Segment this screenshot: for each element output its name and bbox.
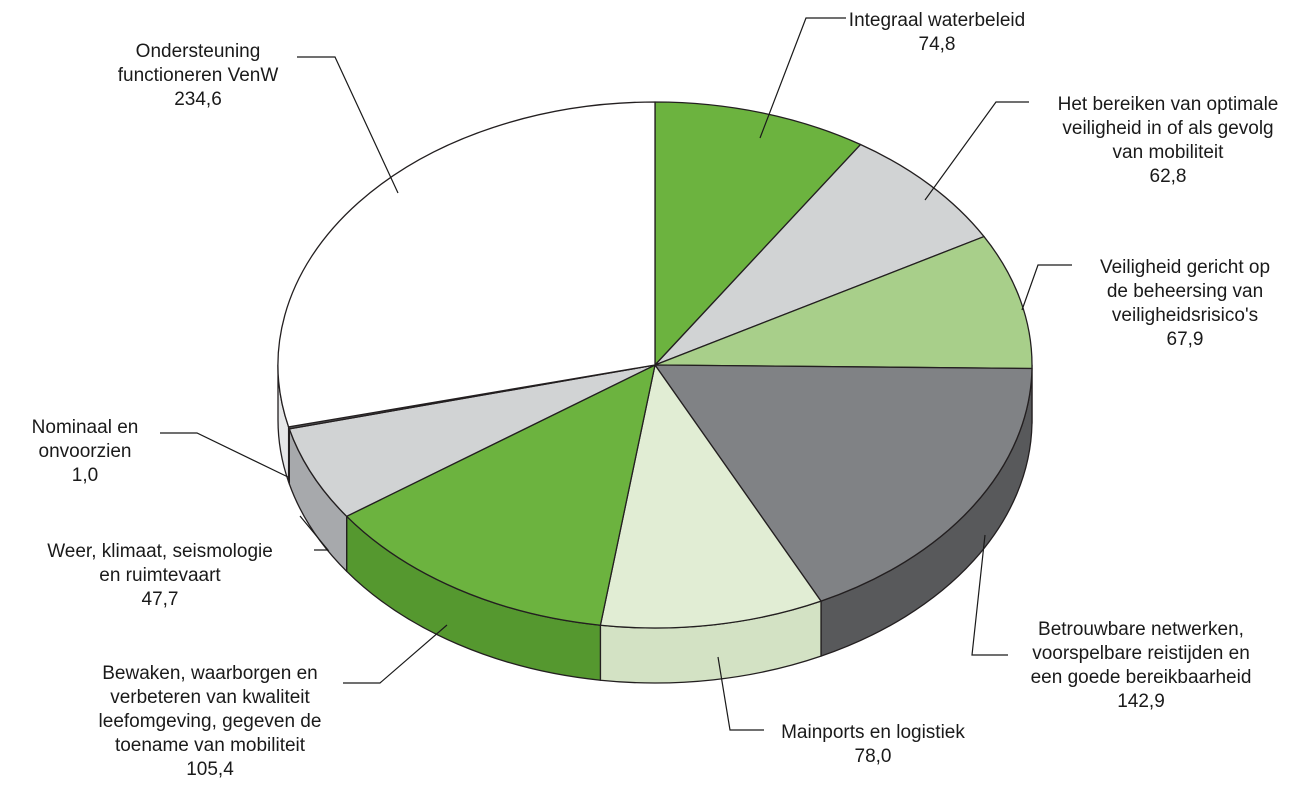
slice-name: onvoorzien (39, 441, 132, 462)
slice-name: Betrouwbare netwerken, (1038, 619, 1244, 640)
slice-name: Integraal waterbeleid (849, 10, 1025, 31)
pie-slice (654, 101, 862, 366)
leader-line (297, 56, 399, 194)
slice-label: Bewaken, waarborgen en verbeteren van kwa… (99, 663, 322, 780)
slice-name: Het bereiken van optimale (1058, 94, 1279, 115)
slice-label: Weer, klimaat, seismologie en ruimtevaart… (47, 541, 273, 610)
pie-slice (654, 143, 985, 366)
slice-name: verbeteren van kwaliteit (110, 687, 310, 708)
slice-value: 234,6 (174, 89, 222, 110)
slice-name: een goede bereikbaarheid (1031, 667, 1252, 688)
pie-slice (346, 364, 656, 626)
slice-label: Integraal waterbeleid 74,8 (849, 10, 1025, 55)
slice-name: Weer, klimaat, seismologie (47, 541, 273, 562)
leader-line (299, 515, 330, 551)
slice-name: Ondersteuning (136, 41, 261, 62)
slice-label: Betrouwbare netwerken, voorspelbare reist… (1031, 619, 1252, 712)
pie-slice (288, 364, 656, 517)
pie-sides (277, 364, 1033, 684)
slice-name: Mainports en logistiek (781, 722, 965, 743)
slice-value: 47,7 (142, 589, 179, 610)
slice-value: 142,9 (1117, 691, 1165, 712)
slice-value: 105,4 (186, 759, 234, 780)
slice-label: Ondersteuning functioneren VenW 234,6 (118, 41, 279, 110)
leader-line (160, 432, 289, 478)
slice-name: veiligheid in of als gevolg (1062, 118, 1273, 139)
pie-slice (654, 364, 1033, 602)
slice-value: 62,8 (1150, 166, 1187, 187)
slice-name: toename van mobiliteit (115, 735, 306, 756)
slice-name: veiligheidsrisico's (1112, 305, 1258, 326)
slice-labels: Integraal waterbeleid 74,8 Het bereiken va… (32, 10, 1279, 780)
leader-line (759, 17, 846, 139)
slice-value: 78,0 (855, 746, 892, 767)
slice-label: Mainports en logistiek 78,0 (781, 722, 965, 767)
pie-slice (654, 235, 1033, 370)
slice-name: leefomgeving, gegeven de (99, 711, 322, 732)
pie-slice (599, 364, 822, 629)
slice-name: voorspelbare reistijden en (1032, 643, 1250, 664)
slice-name: van mobiliteit (1113, 142, 1225, 163)
pie-slice (277, 101, 656, 428)
slice-value: 67,9 (1167, 329, 1204, 350)
leader-line (343, 624, 448, 684)
slice-name: Nominaal en (32, 417, 139, 438)
leader-line (971, 534, 1008, 656)
slice-name: Veiligheid gericht op (1100, 257, 1270, 278)
slice-value: 74,8 (919, 34, 956, 55)
slice-name: en ruimtevaart (99, 565, 221, 586)
leader-line (1021, 264, 1072, 311)
pie-slices (277, 101, 1033, 629)
slice-name: functioneren VenW (118, 65, 279, 86)
slice-label: Veiligheid gericht op de beheersing van ve… (1100, 257, 1270, 350)
slice-label: Nominaal en onvoorzien 1,0 (32, 417, 139, 486)
slice-name: Bewaken, waarborgen en (102, 663, 317, 684)
leader-line (924, 101, 1029, 201)
slice-name: de beheersing van (1107, 281, 1263, 302)
slice-value: 1,0 (72, 465, 98, 486)
leader-line (717, 656, 764, 731)
slice-label: Het bereiken van optimale veiligheid in o… (1058, 94, 1279, 187)
